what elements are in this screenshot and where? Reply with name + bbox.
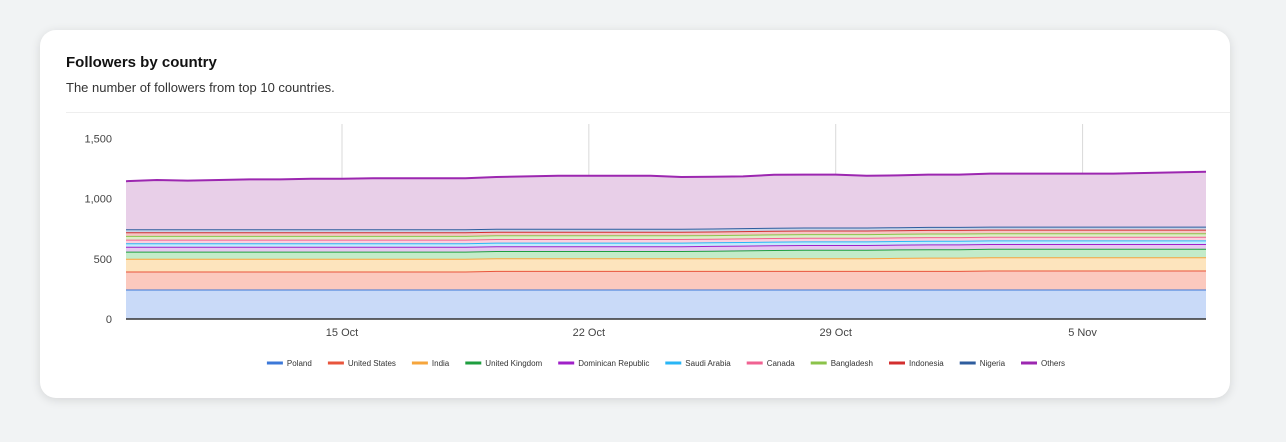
legend-label: Nigeria: [980, 359, 1006, 368]
legend-label: Others: [1041, 359, 1065, 368]
area-india: [126, 257, 1206, 272]
legend-label: Canada: [767, 359, 796, 368]
x-tick-label: 5 Nov: [1068, 327, 1097, 339]
y-tick-label: 1,500: [84, 133, 112, 145]
area-indonesia: [126, 229, 1206, 236]
x-tick-label: 22 Oct: [573, 327, 605, 339]
area-poland: [126, 289, 1206, 319]
legend[interactable]: Poland United States India United Kingdom Do…: [266, 359, 1065, 368]
chart-subtitle: The number of followers from top 10 coun…: [66, 80, 335, 95]
area-others: [126, 171, 1206, 230]
legend-item-nigeria[interactable]: Nigeria: [959, 359, 1006, 368]
area-bangladesh: [126, 233, 1206, 240]
legend-label: United States: [348, 359, 396, 368]
legend-label: India: [432, 359, 450, 368]
stacked-area-chart: 0 500 1,000 1,500 15 Oct 22 Oct 29 Oct 5 Nov Po…: [84, 124, 1207, 368]
legend-item-indonesia[interactable]: Indonesia: [889, 359, 944, 368]
x-tick-label: 15 Oct: [326, 327, 358, 339]
chart-title: Followers by country: [66, 54, 217, 71]
legend-label: Saudi Arabia: [685, 359, 731, 368]
header-divider: [66, 112, 1230, 113]
y-tick-label: 0: [106, 314, 112, 326]
chart-card: Followers by country The number of follo…: [40, 30, 1230, 398]
area-dominican-republic: [126, 244, 1206, 252]
legend-item-united-kingdom[interactable]: United Kingdom: [465, 359, 543, 368]
area-united-kingdom: [126, 248, 1206, 259]
legend-item-india[interactable]: India: [411, 359, 450, 368]
legend-item-others[interactable]: Others: [1021, 359, 1065, 368]
area-united-states: [126, 270, 1206, 290]
legend-label: Dominican Republic: [578, 359, 649, 368]
legend-item-saudi-arabia[interactable]: Saudi Arabia: [665, 359, 731, 368]
legend-label: Indonesia: [909, 359, 944, 368]
legend-label: United Kingdom: [485, 359, 542, 368]
y-tick-label: 500: [94, 254, 112, 266]
legend-label: Bangladesh: [831, 359, 873, 368]
y-tick-label: 1,000: [84, 194, 112, 206]
area-series-group: [125, 170, 1207, 319]
x-tick-label: 29 Oct: [820, 327, 852, 339]
line-others: [125, 170, 1207, 183]
legend-item-canada[interactable]: Canada: [746, 359, 796, 368]
axes: 0 500 1,000 1,500 15 Oct 22 Oct 29 Oct 5 Nov: [84, 133, 1206, 339]
legend-item-dominican-republic[interactable]: Dominican Republic: [558, 359, 649, 368]
legend-item-united-states[interactable]: United States: [327, 359, 396, 368]
legend-label: Poland: [287, 359, 312, 368]
legend-item-bangladesh[interactable]: Bangladesh: [810, 359, 873, 368]
legend-item-poland[interactable]: Poland: [266, 359, 312, 368]
